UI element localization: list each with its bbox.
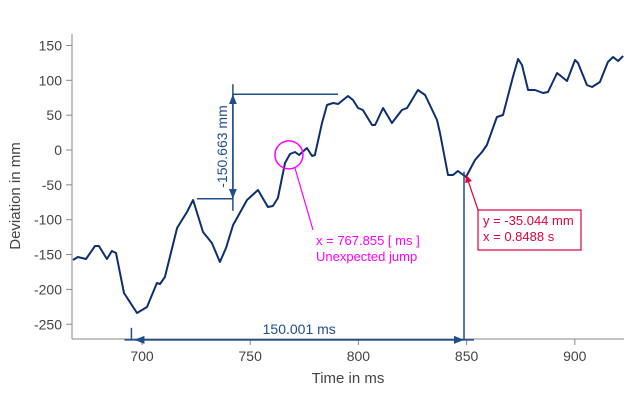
y-tick-label: -150 [34, 247, 62, 263]
axes: 150 100 50 0 -50 -100 -150 -200 -250 700 750 800 850… [34, 34, 624, 364]
x-tick-label: 750 [239, 348, 263, 364]
x-tick-label: 850 [455, 348, 479, 364]
y-tick-label: 150 [39, 37, 63, 53]
circle-annotation-text: Unexpected jump [316, 249, 417, 264]
y-tick-label: 100 [39, 72, 63, 88]
series-line-deviation [72, 55, 624, 314]
circle-leader-line [294, 167, 314, 231]
y-tick-label: -100 [34, 212, 62, 228]
point-label-text: y = -35.044 mm [483, 213, 574, 228]
x-axis-title: Time in ms [312, 370, 385, 387]
annotations: -150.663 mm 150.001 ms x = 767.855 [ ms ]U… [124, 84, 582, 344]
x-tick-label: 700 [130, 348, 154, 364]
y-tick-label: -50 [42, 177, 62, 193]
x-tick-label: 800 [347, 348, 371, 364]
circle-annotation-text: x = 767.855 [ ms ] [316, 233, 420, 248]
circle-marker [274, 140, 304, 170]
point-label-box [477, 209, 582, 251]
point-label-arrow [465, 174, 479, 211]
y-tick-label: -200 [34, 281, 62, 297]
x-tick-label: 900 [563, 348, 587, 364]
y-tick-label: -250 [34, 316, 62, 332]
vertical-dimension-label: -150.663 mm [214, 105, 230, 187]
y-tick-label: 0 [54, 142, 62, 158]
horizontal-dimension-label: 150.001 ms [263, 321, 336, 337]
point-label-text: x = 0.8488 s [483, 229, 555, 244]
y-axis-title: Deviation in mm [7, 142, 24, 250]
y-tick-label: 50 [46, 107, 62, 123]
